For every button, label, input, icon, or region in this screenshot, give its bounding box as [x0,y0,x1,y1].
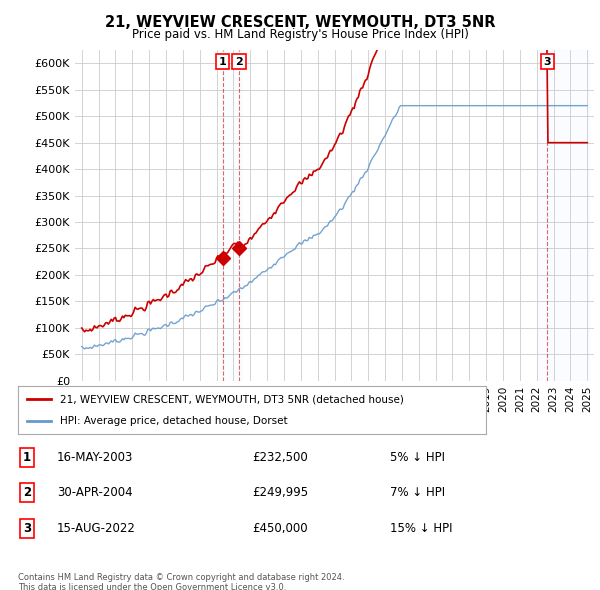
Text: 30-APR-2004: 30-APR-2004 [57,486,133,499]
Text: This data is licensed under the Open Government Licence v3.0.: This data is licensed under the Open Gov… [18,583,286,590]
Text: £232,500: £232,500 [252,451,308,464]
Text: £450,000: £450,000 [252,522,308,535]
Text: 16-MAY-2003: 16-MAY-2003 [57,451,133,464]
Text: £249,995: £249,995 [252,486,308,499]
Text: 1: 1 [23,451,31,464]
Text: Price paid vs. HM Land Registry's House Price Index (HPI): Price paid vs. HM Land Registry's House … [131,28,469,41]
Text: 2: 2 [23,486,31,499]
Bar [220,50,242,381]
Text: HPI: Average price, detached house, Dorset: HPI: Average price, detached house, Dors… [60,416,288,426]
Text: Contains HM Land Registry data © Crown copyright and database right 2024.: Contains HM Land Registry data © Crown c… [18,573,344,582]
Text: 21, WEYVIEW CRESCENT, WEYMOUTH, DT3 5NR: 21, WEYVIEW CRESCENT, WEYMOUTH, DT3 5NR [105,15,495,30]
Text: 3: 3 [544,57,551,67]
Bar [537,50,589,381]
Text: 2: 2 [235,57,243,67]
Text: 15% ↓ HPI: 15% ↓ HPI [390,522,452,535]
Text: 5% ↓ HPI: 5% ↓ HPI [390,451,445,464]
Text: 1: 1 [219,57,227,67]
Text: 7% ↓ HPI: 7% ↓ HPI [390,486,445,499]
Text: 21, WEYVIEW CRESCENT, WEYMOUTH, DT3 5NR (detached house): 21, WEYVIEW CRESCENT, WEYMOUTH, DT3 5NR … [60,394,404,404]
Text: 3: 3 [23,522,31,535]
Text: 15-AUG-2022: 15-AUG-2022 [57,522,136,535]
